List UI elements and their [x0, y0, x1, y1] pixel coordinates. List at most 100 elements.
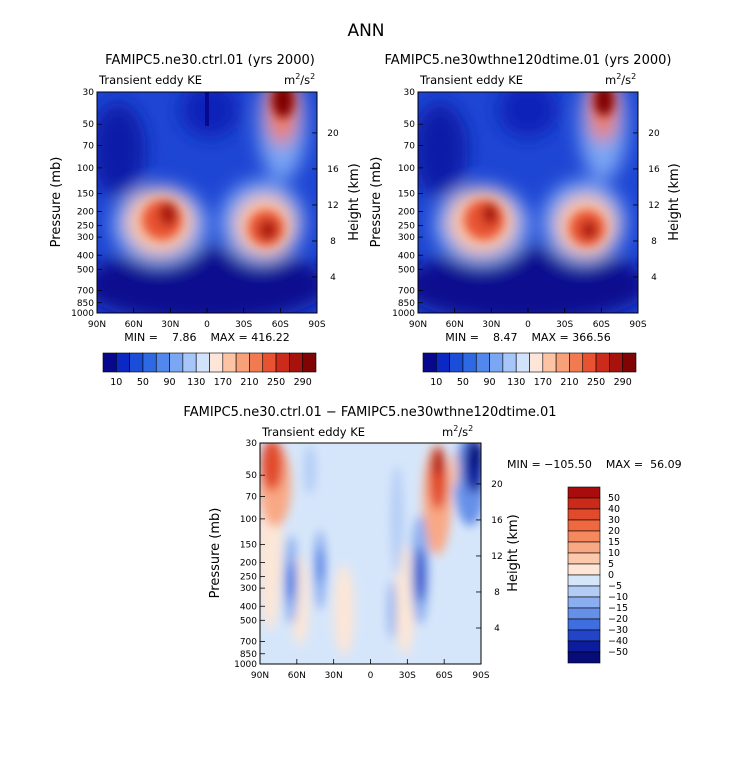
colorbar-box	[209, 352, 224, 373]
colorbar-box	[182, 352, 197, 373]
colorbar-box	[475, 352, 490, 373]
page-title: ANN	[347, 21, 384, 41]
x-tick-label: 90N	[88, 320, 106, 330]
panel-ctrl-xticks: 90N 60N 30N 0 30S 60S 90S	[88, 308, 326, 330]
colorbar-label: 30	[608, 515, 620, 526]
y-tick-label: 100	[398, 164, 415, 174]
colorbar-label: 50	[608, 493, 620, 504]
y-right-tick-label: 4	[330, 273, 336, 283]
panel-exp-xticks: 90N 60N 30N 0 30S 60S 90S	[409, 308, 647, 330]
y-right-tick-label: 20	[327, 129, 339, 139]
panel-exp-field	[418, 92, 638, 313]
field-sh-upper-pos-peak	[433, 448, 443, 476]
colorbar-label: −40	[608, 636, 628, 647]
y-tick-label: 150	[398, 189, 415, 199]
y-tick-label: 300	[398, 233, 415, 243]
y-tick-label: 200	[240, 559, 257, 569]
colorbar-box	[249, 352, 264, 373]
y-tick-label: 70	[404, 141, 416, 151]
colorbar-box	[142, 352, 157, 373]
y-tick-label: 70	[83, 141, 95, 151]
field-sh-neg-left	[391, 465, 403, 575]
y-tick-label: 700	[240, 638, 257, 648]
x-tick-label: 30S	[556, 320, 573, 330]
colorbar-label: 50	[137, 377, 149, 388]
colorbar-box	[502, 352, 517, 373]
field-nh-jet-peak	[159, 202, 177, 226]
panel-exp-subtitle: Transient eddy KE	[419, 73, 523, 87]
y-right-tick-label: 8	[330, 237, 336, 247]
colorbar-box	[567, 574, 601, 587]
colorbar-box	[567, 596, 601, 609]
field-sh-jet-peak	[581, 221, 597, 239]
colorbar-label: 290	[614, 377, 632, 388]
y-tick-label: 30	[246, 439, 258, 449]
colorbar-box	[567, 508, 601, 521]
y-tick-label: 1000	[392, 309, 415, 319]
panel-diff-ylabel: Pressure (mb)	[208, 508, 223, 599]
x-tick-label: 90S	[472, 671, 489, 681]
panel-diff: FAMIPC5.ne30.ctrl.01 − FAMIPC5.ne30wthne…	[183, 405, 681, 681]
colorbar-box	[567, 486, 601, 499]
colorbar-box	[129, 352, 144, 373]
panel-ctrl-units: m2/s2	[284, 72, 315, 87]
colorbar-box	[462, 352, 477, 373]
colorbar-box	[542, 352, 557, 373]
colorbar-label: −10	[608, 592, 628, 603]
x-tick-label: 0	[204, 320, 210, 330]
y-tick-label: 500	[240, 616, 257, 626]
field-lowlevel-min	[97, 247, 317, 313]
panel-ctrl-ylabel: Pressure (mb)	[49, 157, 64, 248]
x-tick-label: 30N	[325, 671, 343, 681]
y-tick-label: 850	[240, 650, 257, 660]
y-right-tick-label: 4	[651, 273, 657, 283]
y-tick-label: 500	[77, 265, 94, 275]
field-sh-upper-peak	[272, 92, 294, 118]
y-tick-label: 50	[83, 120, 95, 130]
x-tick-label: 0	[525, 320, 531, 330]
x-tick-label: 60N	[446, 320, 464, 330]
panel-exp-ylabel: Pressure (mb)	[369, 157, 384, 248]
field-sh-lower-pos	[395, 545, 415, 655]
y-tick-label: 700	[398, 287, 415, 297]
panel-exp-minmax: MIN = 8.47 MAX = 366.56	[445, 331, 610, 344]
y-right-tick-label: 8	[494, 588, 500, 598]
colorbar-box	[567, 651, 601, 664]
x-tick-label: 30S	[399, 671, 416, 681]
y-right-tick-label: 20	[648, 129, 660, 139]
colorbar-box	[489, 352, 504, 373]
colorbar-box	[436, 352, 450, 373]
x-tick-label: 90S	[308, 320, 325, 330]
colorbar-label: 10	[608, 548, 620, 559]
colorbar-box	[302, 352, 317, 373]
colorbar-box	[195, 352, 210, 373]
panel-exp-units: m2/s2	[605, 72, 636, 87]
colorbar-label: 130	[507, 377, 525, 388]
y-right-tick-label: 16	[648, 165, 660, 175]
field-sh-neg-left-lower	[388, 580, 396, 640]
y-tick-label: 250	[77, 222, 94, 232]
y-tick-label: 200	[398, 208, 415, 218]
x-tick-label: 90N	[409, 320, 427, 330]
panel-ctrl-ylabel-right: Height (km)	[347, 163, 362, 240]
colorbar-box	[567, 607, 601, 620]
colorbar-label: 290	[294, 377, 312, 388]
colorbar-label: 210	[560, 377, 578, 388]
colorbar-box	[595, 352, 610, 373]
colorbar-label: 50	[457, 377, 469, 388]
colorbar-label: −5	[608, 581, 622, 592]
y-tick-label: 400	[77, 251, 94, 261]
colorbar-label: 250	[267, 377, 285, 388]
x-tick-label: 30S	[235, 320, 252, 330]
colorbar-box	[529, 352, 544, 373]
y-right-tick-label: 12	[491, 552, 502, 562]
colorbar-label: 20	[608, 526, 620, 537]
x-tick-label: 60N	[125, 320, 143, 330]
x-tick-label: 30N	[482, 320, 500, 330]
colorbar-box	[422, 352, 437, 373]
colorbar-box	[102, 352, 117, 373]
colorbar-label: 5	[608, 559, 614, 570]
